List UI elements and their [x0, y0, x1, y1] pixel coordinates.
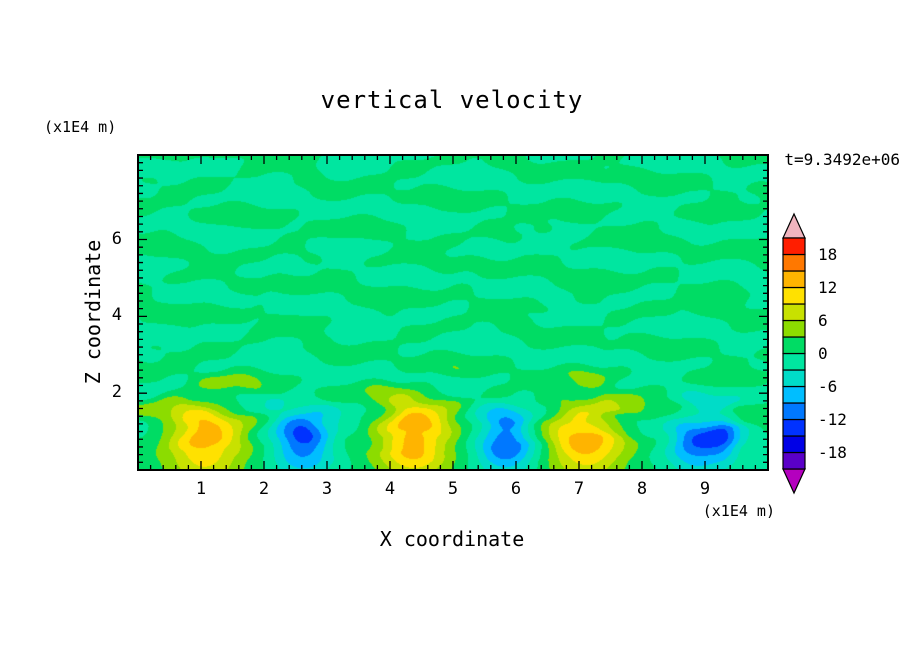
colorbar — [782, 212, 806, 495]
time-annotation: t=9.3492e+06 — [784, 150, 900, 169]
colorbar-label: 12 — [818, 277, 838, 297]
x-axis-unit-label: (x1E4 m) — [702, 502, 775, 520]
colorbar-label: -12 — [818, 409, 847, 429]
z-axis-unit-label: (x1E4 m) — [44, 118, 117, 136]
x-tick-label: 9 — [699, 479, 711, 499]
z-tick-label: 2 — [111, 382, 122, 403]
x-tick-label: 6 — [510, 479, 522, 499]
z-tick-label: 4 — [111, 305, 122, 326]
colorbar-label: 6 — [818, 310, 828, 330]
x-tick-label: 2 — [258, 479, 270, 499]
colorbar-label: -18 — [818, 442, 847, 462]
x-tick-label: 7 — [573, 479, 585, 499]
x-tick-label: 3 — [321, 479, 333, 499]
z-tick-label: 6 — [111, 228, 122, 249]
chart-title: vertical velocity — [320, 86, 584, 114]
colorbar-label: 18 — [818, 244, 838, 264]
x-tick-label: 5 — [447, 479, 459, 499]
plot-frame — [137, 154, 769, 471]
x-tick-label: 8 — [636, 479, 648, 499]
colorbar-label: 0 — [818, 343, 828, 363]
colorbar-label: -6 — [818, 376, 838, 396]
x-tick-label: 1 — [195, 479, 207, 499]
contour-field-canvas — [138, 155, 768, 470]
x-axis-title: X coordinate — [379, 527, 525, 551]
x-tick-label: 4 — [384, 479, 396, 499]
